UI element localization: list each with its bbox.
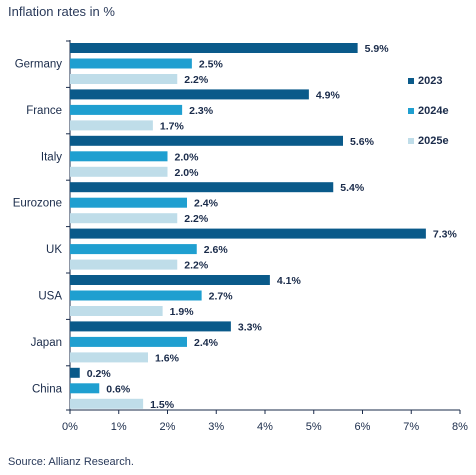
value-label: 5.4% <box>340 182 365 194</box>
value-label: 2.4% <box>194 198 219 210</box>
value-label: 4.1% <box>277 275 302 287</box>
bar <box>70 43 358 53</box>
chart-title: Inflation rates in % <box>8 4 115 19</box>
bar <box>70 306 163 316</box>
legend-label: 2024e <box>418 105 449 117</box>
x-tick-label: 0% <box>62 421 78 433</box>
bar <box>70 259 178 270</box>
bar <box>70 213 178 224</box>
x-tick-label: 3% <box>208 421 224 433</box>
value-label: 1.6% <box>155 352 180 364</box>
value-label: 1.7% <box>160 120 185 132</box>
bar <box>70 244 197 255</box>
category-label: USA <box>38 291 62 303</box>
value-label: 1.5% <box>150 399 175 411</box>
bar <box>70 197 187 208</box>
bar <box>70 321 231 332</box>
value-label: 7.3% <box>433 229 458 241</box>
bar <box>70 275 270 285</box>
bar <box>70 367 80 378</box>
category-label: Italy <box>41 151 62 163</box>
value-label: 1.9% <box>170 306 195 318</box>
bar <box>70 290 202 301</box>
value-label: 2.0% <box>175 151 200 163</box>
value-label: 0.2% <box>87 368 112 380</box>
legend-swatch <box>408 138 414 144</box>
bar <box>70 166 168 177</box>
value-label: 2.4% <box>194 337 219 349</box>
bar <box>70 120 153 131</box>
value-label: 2.2% <box>184 260 209 272</box>
value-label: 4.9% <box>316 89 341 101</box>
bar <box>70 104 183 115</box>
x-tick-label: 7% <box>403 421 419 433</box>
bar <box>70 58 192 69</box>
bar <box>70 151 168 162</box>
x-tick-label: 2% <box>160 421 176 433</box>
legend-label: 2025e <box>418 135 449 147</box>
bar <box>70 228 426 239</box>
value-label: 2.3% <box>189 105 214 117</box>
bar <box>70 135 343 146</box>
value-label: 2.2% <box>184 213 209 225</box>
bar <box>70 89 309 100</box>
value-label: 2.5% <box>199 59 224 71</box>
value-label: 5.6% <box>350 136 375 148</box>
bar <box>70 74 178 84</box>
category-label: China <box>32 383 63 395</box>
value-label: 2.2% <box>184 74 209 86</box>
x-tick-label: 4% <box>257 421 273 433</box>
category-label: Japan <box>31 337 62 349</box>
bar <box>70 352 148 363</box>
x-tick-label: 1% <box>111 421 127 433</box>
bar <box>70 383 100 394</box>
category-label: Germany <box>15 59 63 71</box>
legend-swatch <box>408 78 414 84</box>
value-label: 2.0% <box>175 167 200 179</box>
value-label: 5.9% <box>365 43 390 55</box>
source-note: Source: Allianz Research. <box>8 456 134 468</box>
x-tick-label: 8% <box>452 421 468 433</box>
value-label: 3.3% <box>238 321 263 333</box>
legend-label: 2023 <box>418 75 442 87</box>
category-label: UK <box>46 244 62 256</box>
legend-swatch <box>408 108 414 114</box>
category-label: Eurozone <box>13 198 62 210</box>
bar <box>70 182 334 193</box>
x-tick-label: 5% <box>306 421 322 433</box>
bar <box>70 398 144 409</box>
value-label: 2.6% <box>204 244 229 256</box>
category-label: France <box>26 105 62 117</box>
bar <box>70 336 187 347</box>
value-label: 2.7% <box>209 291 234 303</box>
x-tick-label: 6% <box>355 421 371 433</box>
value-label: 0.6% <box>106 383 131 395</box>
